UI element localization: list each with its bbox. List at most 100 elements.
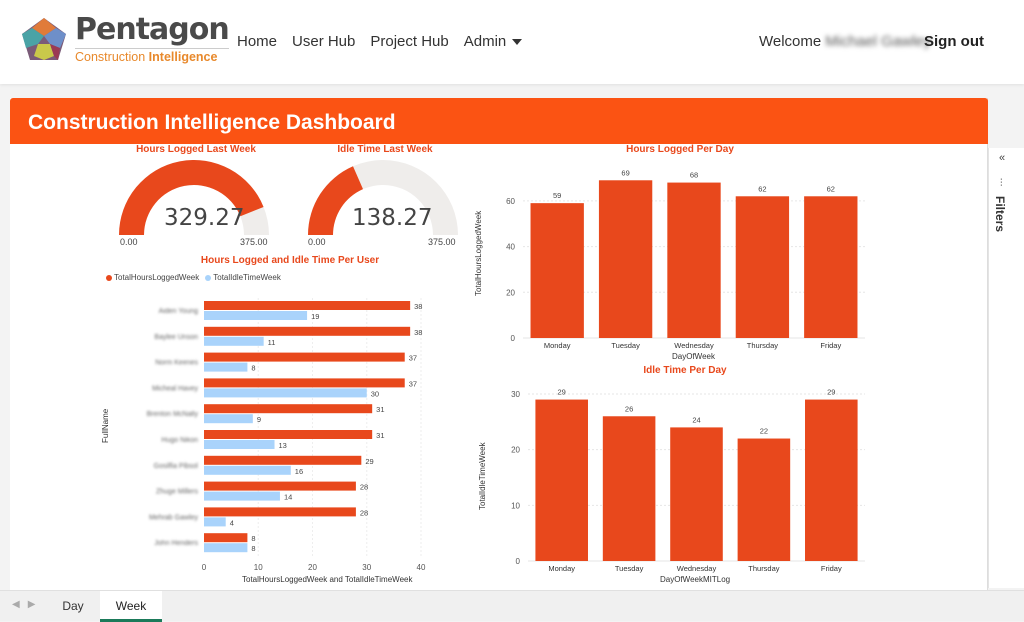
user-chart[interactable]: 020406059Monday69Tuesday68Wednesday62Thu… [10, 98, 988, 590]
hours-per-day-bar [667, 182, 721, 338]
user-chart-bar-idle [204, 311, 308, 320]
hours-per-day-ytick: 40 [506, 243, 515, 252]
hours-per-day-xtick: Thursday [747, 341, 779, 350]
gauge-idle-max: 375.00 [428, 237, 456, 247]
gauge-idle-value: 138.27 [352, 205, 433, 231]
idle-per-day-xtick: Wednesday [677, 564, 717, 573]
nav-links: Home User Hub Project Hub Admin [237, 33, 523, 50]
user-chart-ytick: Mehrab Gawley [149, 514, 199, 521]
idle-per-day-ytick: 0 [516, 557, 521, 566]
user-chart-bar-idle [204, 388, 367, 398]
legend-idle[interactable]: TotalIdleTimeWeek [205, 273, 281, 282]
tab-scroll-arrows-icon[interactable]: ◀▶ [12, 599, 44, 610]
legend-idle-label: TotalIdleTimeWeek [213, 273, 281, 282]
gauge-idle-title: Idle Time Last Week [337, 144, 433, 155]
user-chart-label-idle: 11 [268, 338, 276, 347]
hours-per-day-bar [598, 180, 653, 338]
gauge-fill [308, 166, 363, 235]
hours-per-day-xtick: Wednesday [674, 341, 714, 350]
user-chart-label-hours: 31 [376, 431, 384, 440]
user-chart-label-idle: 14 [284, 493, 292, 502]
idle-per-day-ytick: 30 [511, 390, 520, 399]
user-chart-label-hours: 8 [251, 534, 255, 543]
user-chart-legend: TotalHoursLoggedWeek TotalIdleTimeWeek [106, 273, 281, 282]
user-chart-bar-idle [204, 414, 253, 424]
brand-sub-plain: Construction [75, 50, 146, 64]
user-chart-bar-idle [204, 336, 264, 346]
gauge-idle[interactable] [308, 160, 458, 243]
chevron-down-icon [512, 39, 523, 46]
user-chart-bar-hours [204, 352, 405, 362]
page-tabs: ◀▶ Day Week [0, 590, 1024, 622]
user-chart-label-idle: 4 [230, 518, 234, 527]
user-chart-bar-hours [204, 455, 362, 465]
user-chart-label-hours: 38 [414, 302, 422, 311]
hours-per-day-data-label: 59 [553, 191, 561, 200]
user-chart-ytick: Baylee Unson [154, 334, 198, 341]
user-chart-title: Hours Logged and Idle Time Per User [200, 255, 380, 266]
user-chart-xtick: 40 [417, 563, 426, 572]
nav-home[interactable]: Home [237, 33, 278, 50]
idle-per-day-bar [737, 438, 791, 561]
user-chart-ytick: Micheal Havey [152, 385, 198, 392]
idle-per-day-title: Idle Time Per Day [643, 365, 727, 376]
user-chart-xlabel: TotalHoursLoggedWeek and TotalIdleTimeWe… [242, 575, 413, 584]
user-chart-bar-hours [204, 378, 405, 388]
filters-pane[interactable]: « ⫶ Filters [988, 148, 1024, 588]
idle-per-day-bar [535, 399, 588, 561]
idle-per-day-xtick: Tuesday [615, 564, 644, 573]
idle-per-day-xtick: Friday [821, 564, 842, 573]
gauge-fill [119, 159, 264, 235]
hours-per-day-title: Hours Logged Per Day [626, 144, 734, 155]
hours-per-day-xtick: Friday [820, 341, 841, 350]
brand-name: Pentagon [75, 12, 230, 47]
gauge-hours-max: 375.00 [240, 237, 268, 247]
gauge-hours-title: Hours Logged Last Week [136, 144, 256, 155]
user-chart-label-idle: 13 [279, 441, 287, 450]
nav-admin[interactable]: Admin [464, 33, 523, 50]
tab-day[interactable]: Day [62, 599, 84, 613]
user-chart-bar-hours [204, 430, 373, 439]
user-chart-label-idle: 19 [311, 312, 319, 321]
user-chart-bar-hours [204, 301, 411, 310]
user-chart-label-idle: 8 [251, 544, 255, 553]
top-nav: Pentagon Construction Intelligence Home … [0, 0, 1024, 84]
user-chart-label-hours: 37 [409, 379, 417, 388]
brand-sub-bold: Intelligence [148, 50, 218, 64]
pentagon-logo-icon[interactable] [20, 16, 68, 64]
user-chart-bar-idle [204, 543, 248, 553]
hours-per-day-data-label: 68 [690, 171, 698, 180]
sign-out-link[interactable]: Sign out [924, 33, 984, 50]
brand-sub: Construction Intelligence [75, 48, 229, 64]
user-chart-ytick: Gosilfia Pibsol [154, 463, 199, 470]
user-chart-label-idle: 9 [257, 415, 261, 424]
user-chart-bar-hours [204, 533, 248, 543]
user-chart-ytick: Zhuge Millers [156, 489, 199, 496]
welcome-text: Welcome Michael Gawley [759, 33, 931, 50]
idle-per-day-data-label: 22 [760, 427, 768, 436]
nav-user-hub[interactable]: User Hub [292, 33, 356, 50]
legend-idle-dot [205, 274, 212, 281]
idle-per-day-data-label: 26 [625, 404, 633, 413]
idle-per-day-bar [805, 399, 858, 561]
idle-per-day-xtick: Monday [548, 564, 575, 573]
legend-hours[interactable]: TotalHoursLoggedWeek [106, 273, 199, 282]
idle-per-day-data-label: 29 [558, 388, 566, 397]
tab-week[interactable]: Week [100, 591, 162, 622]
user-chart-bar-hours [204, 326, 411, 336]
idle-per-day-bar [670, 427, 723, 561]
filters-label: Filters [993, 196, 1007, 233]
nav-project-hub[interactable]: Project Hub [370, 33, 449, 50]
gauge-hours-min: 0.00 [120, 237, 138, 247]
hours-per-day-ylabel: TotalHoursLoggedWeek [474, 210, 483, 296]
gauge-idle-min: 0.00 [308, 237, 326, 247]
user-chart-label-hours: 28 [360, 508, 368, 517]
gauge-hours[interactable] [119, 159, 269, 243]
brand[interactable]: Pentagon Construction Intelligence [75, 12, 230, 64]
user-chart-label-idle: 16 [295, 467, 303, 476]
legend-hours-label: TotalHoursLoggedWeek [114, 273, 200, 282]
user-chart-xtick: 10 [254, 563, 263, 572]
idle-per-day-ytick: 20 [511, 446, 520, 455]
chevron-double-left-icon[interactable]: « [999, 152, 1006, 164]
user-chart-bar-hours [204, 481, 356, 491]
